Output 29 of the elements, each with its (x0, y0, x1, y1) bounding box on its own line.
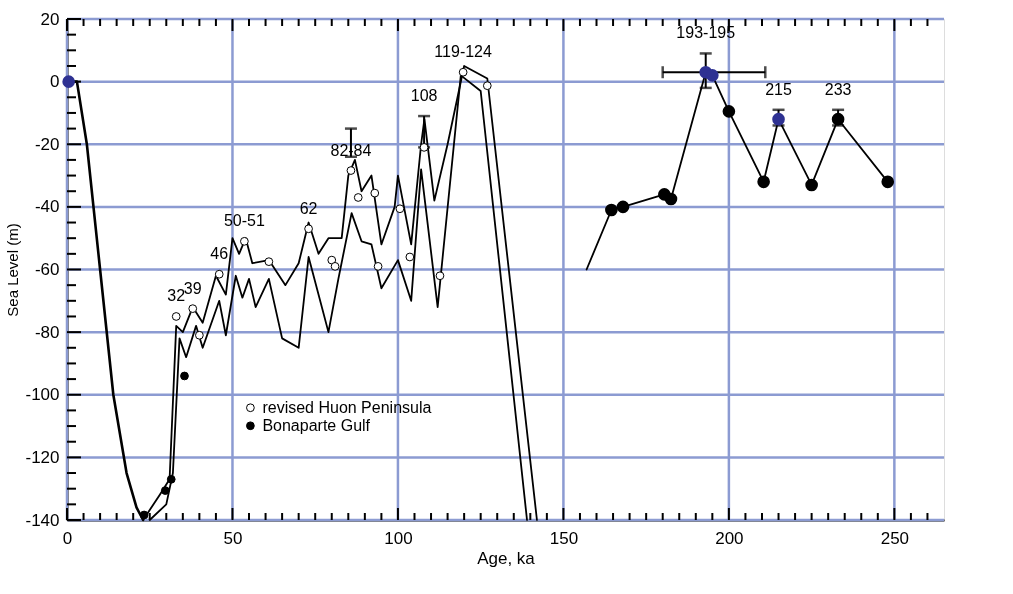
x-tick-label: 100 (384, 528, 413, 548)
y-tick-label: 20 (40, 9, 60, 29)
y-tick-label: -100 (25, 385, 60, 405)
y-tick-label: -20 (34, 134, 60, 154)
y-tick-label: -60 (34, 260, 60, 279)
x-axis-title: Age, ka (477, 548, 536, 568)
annotation: 50-51 (223, 212, 265, 230)
annotation: 108 (410, 87, 438, 105)
y-tick-label: 0 (50, 72, 60, 92)
x-tick-label: 250 (880, 528, 910, 548)
y-tick-label: -80 (34, 322, 60, 342)
annotation: 62 (299, 199, 318, 217)
annotation: 215 (765, 80, 792, 98)
x-tick-label: 50 (223, 528, 243, 548)
annotation: 46 (210, 245, 229, 263)
y-tick-label: -40 (34, 197, 60, 217)
y-tick-label: -120 (25, 447, 60, 467)
annotation: 119-124 (434, 43, 493, 61)
legend-label: revised Huon Peninsula (262, 398, 432, 416)
annotation: 39 (183, 279, 202, 297)
annotation: 32 (167, 287, 186, 305)
annotation: 193-195 (676, 24, 736, 42)
y-tick-label: -140 (25, 510, 60, 530)
x-tick-label: 0 (62, 528, 73, 548)
x-tick-label: 150 (549, 528, 579, 548)
annotation: 233 (824, 80, 852, 98)
y-axis-title: Sea Level (m) (4, 223, 22, 317)
x-tick-label: 200 (715, 528, 744, 548)
legend-label: Bonaparte Gulf (262, 416, 371, 434)
